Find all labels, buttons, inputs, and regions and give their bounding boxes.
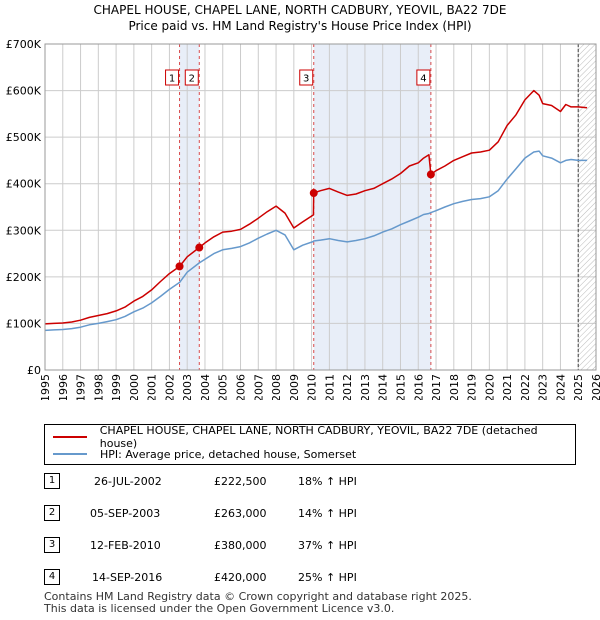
sale-box-2 (184, 69, 199, 86)
x-tick-label: 2002 (163, 374, 176, 400)
sale-number-badge: 1 (44, 473, 60, 489)
x-tick-label: 2016 (412, 374, 425, 400)
x-tick-label: 1999 (110, 374, 123, 400)
forecast-hatch (578, 44, 596, 370)
sale-number-badge: 4 (44, 569, 60, 585)
sale-box-label-4: 4 (420, 74, 426, 85)
x-tick-label: 2005 (217, 374, 230, 400)
y-tick-label: £700K (6, 38, 42, 51)
y-tick-label: £300K (6, 224, 42, 237)
y-tick-label: £200K (6, 271, 42, 284)
x-tick-label: 2012 (341, 374, 354, 400)
sale-box-3 (299, 69, 314, 86)
sale-point-2 (195, 243, 204, 252)
x-tick-label: 2004 (199, 374, 212, 400)
x-tick-label: 2025 (572, 374, 585, 400)
property-price-line (44, 89, 588, 325)
footer-licence: This data is licensed under the Open Gov… (44, 602, 395, 615)
ownership-shade-1 (179, 44, 200, 370)
legend-swatch-hpi (53, 453, 87, 455)
sale-hpi-change: 25% ↑ HPI (298, 571, 357, 584)
sale-box-label-1: 1 (169, 74, 175, 85)
sale-point-3 (309, 189, 318, 198)
x-tick-label: 2022 (519, 374, 532, 400)
sale-hpi-change: 18% ↑ HPI (298, 475, 357, 488)
x-tick-label: 2011 (323, 374, 336, 400)
price-chart: £0 £100K £200K £300K £400K £500K £600K £700K 199… (6, 38, 600, 400)
x-tick-label: 2001 (146, 374, 159, 400)
sale-point-1 (175, 262, 184, 271)
sale-box-label-2: 2 (189, 74, 195, 85)
x-tick-label: 2020 (483, 374, 496, 400)
x-tick-label: 1996 (57, 374, 70, 400)
sale-row: 4 14-SEP-2016 £420,000 25% ↑ HPI (44, 569, 464, 587)
sale-date: 05-SEP-2003 (90, 507, 161, 520)
chart-title-line1: CHAPEL HOUSE, CHAPEL LANE, NORTH CADBURY… (93, 3, 507, 17)
sale-price: £222,500 (214, 475, 267, 488)
sale-date: 26-JUL-2002 (94, 475, 162, 488)
x-tick-label: 2009 (288, 374, 301, 400)
sale-row: 2 05-SEP-2003 £263,000 14% ↑ HPI (44, 505, 464, 523)
x-tick-label: 2015 (394, 374, 407, 400)
sale-box-label-3: 3 (303, 74, 309, 85)
x-tick-label: 2026 (590, 374, 600, 400)
sale-row: 1 26-JUL-2002 £222,500 18% ↑ HPI (44, 473, 464, 491)
sale-point-4 (426, 170, 435, 179)
x-tick-label: 1995 (39, 374, 52, 400)
chart-legend: CHAPEL HOUSE, CHAPEL LANE, NORTH CADBURY… (44, 424, 576, 465)
sale-box-1 (165, 69, 180, 86)
y-tick-label: £0 (27, 364, 41, 377)
legend-label-hpi: HPI: Average price, detached house, Some… (100, 447, 357, 461)
legend-item-property: CHAPEL HOUSE, CHAPEL LANE, NORTH CADBURY… (53, 424, 575, 450)
x-tick-label: 2003 (181, 374, 194, 400)
sale-price: £263,000 (214, 507, 267, 520)
sale-hpi-change: 37% ↑ HPI (298, 539, 357, 552)
footer-copyright: Contains HM Land Registry data © Crown c… (44, 590, 472, 603)
x-tick-label: 2010 (306, 374, 319, 400)
ownership-shade-2 (313, 44, 431, 370)
sale-price: £420,000 (214, 571, 267, 584)
legend-item-hpi: HPI: Average price, detached house, Some… (53, 446, 356, 462)
sale-number-badge: 3 (44, 537, 60, 553)
sale-box-4 (416, 69, 431, 86)
y-tick-label: £600K (6, 85, 42, 98)
sale-price: £380,000 (214, 539, 267, 552)
x-tick-label: 1998 (92, 374, 105, 400)
x-tick-label: 2013 (359, 374, 372, 400)
hpi-line (44, 150, 588, 332)
x-tick-label: 2017 (430, 374, 443, 400)
sale-hpi-change: 14% ↑ HPI (298, 507, 357, 520)
y-tick-label: £100K (6, 317, 42, 330)
x-tick-label: 2000 (128, 374, 141, 400)
legend-label-property: CHAPEL HOUSE, CHAPEL LANE, NORTH CADBURY… (99, 424, 538, 450)
x-tick-label: 2007 (252, 374, 265, 400)
plot-frame (44, 43, 597, 371)
x-tick-label: 2023 (537, 374, 550, 400)
x-tick-label: 2014 (377, 374, 390, 400)
x-tick-label: 2008 (270, 374, 283, 400)
chart-title-line2: Price paid vs. HM Land Registry's House … (128, 19, 472, 33)
y-tick-label: £400K (6, 178, 42, 191)
y-tick-label: £500K (6, 131, 42, 144)
x-tick-label: 2018 (448, 374, 461, 400)
legend-swatch-property (53, 436, 87, 438)
x-tick-label: 2024 (554, 374, 567, 400)
sale-date: 14-SEP-2016 (92, 571, 163, 584)
sale-number-badge: 2 (44, 505, 60, 521)
sale-row: 3 12-FEB-2010 £380,000 37% ↑ HPI (44, 537, 464, 555)
x-tick-label: 1997 (75, 374, 88, 400)
x-tick-label: 2021 (501, 374, 514, 400)
x-tick-label: 2006 (235, 374, 248, 400)
x-tick-label: 2019 (466, 374, 479, 400)
sale-date: 12-FEB-2010 (90, 539, 161, 552)
